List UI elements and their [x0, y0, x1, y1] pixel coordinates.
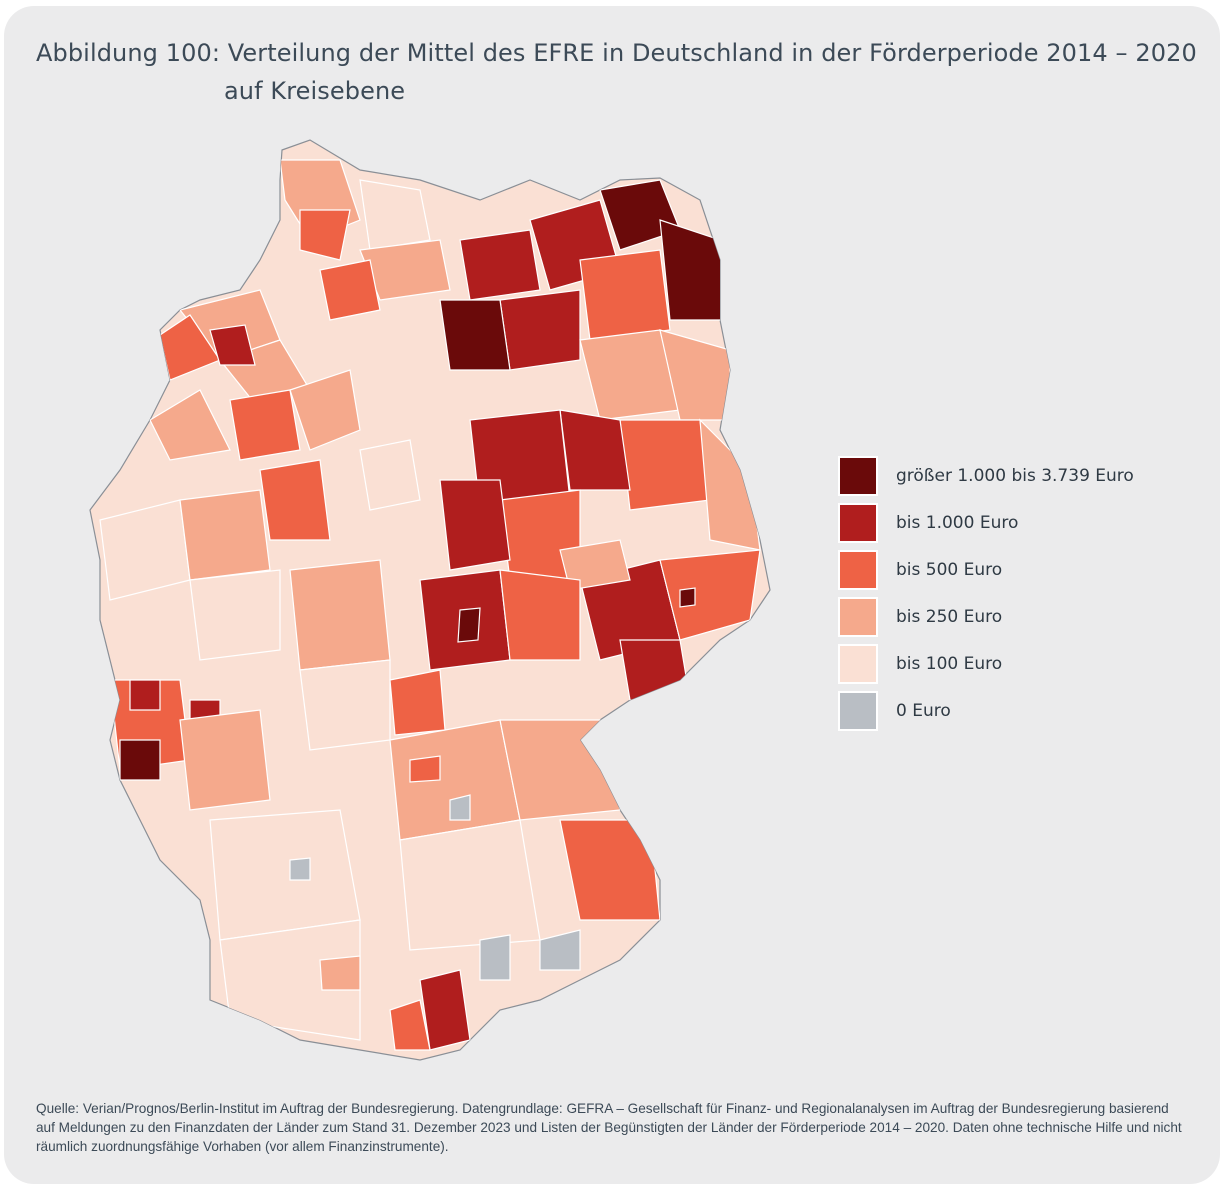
- title-line-1: Abbildung 100: Verteilung der Mittel des…: [36, 39, 1197, 67]
- legend-swatch-100: [838, 644, 878, 684]
- figure-title: Abbildung 100: Verteilung der Mittel des…: [36, 34, 1206, 110]
- source-note: Quelle: Verian/Prognos/Berlin-Institut i…: [36, 1101, 1182, 1154]
- legend-swatch-500: [838, 550, 878, 590]
- legend-label: bis 500 Euro: [896, 560, 1003, 580]
- germany-choropleth-map: [89, 139, 771, 1061]
- legend-label: bis 100 Euro: [896, 654, 1003, 674]
- legend-item-250: bis 250 Euro: [838, 596, 1178, 638]
- legend-item-gt-1000: größer 1.000 bis 3.739 Euro: [838, 455, 1178, 497]
- legend-label: 0 Euro: [896, 701, 951, 721]
- legend-swatch-1000: [838, 503, 878, 543]
- map-legend: größer 1.000 bis 3.739 Euro bis 1.000 Eu…: [838, 455, 1178, 737]
- legend-swatch-0: [838, 691, 878, 731]
- legend-label: größer 1.000 bis 3.739 Euro: [896, 466, 1134, 486]
- legend-label: bis 1.000 Euro: [896, 513, 1019, 533]
- legend-item-0: 0 Euro: [838, 690, 1178, 732]
- legend-item-1000: bis 1.000 Euro: [838, 502, 1178, 544]
- legend-label: bis 250 Euro: [896, 607, 1003, 627]
- legend-swatch-gt-1000: [838, 456, 878, 496]
- title-line-2: auf Kreisebene: [224, 77, 406, 105]
- legend-swatch-250: [838, 597, 878, 637]
- legend-item-100: bis 100 Euro: [838, 643, 1178, 685]
- legend-item-500: bis 500 Euro: [838, 549, 1178, 591]
